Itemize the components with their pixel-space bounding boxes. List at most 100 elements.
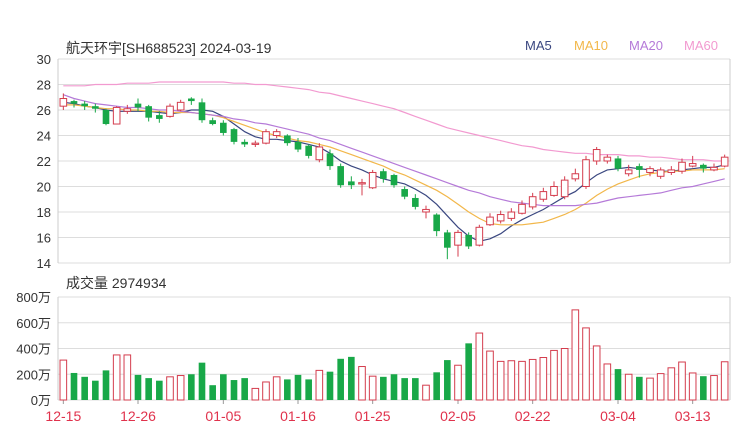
candle-body-up (646, 168, 654, 173)
volume-bar-down (294, 374, 302, 400)
volume-bar-down (348, 356, 355, 400)
candle-body-down (401, 189, 408, 197)
candle-body-up (560, 179, 569, 198)
price-tick-label: 24 (37, 129, 51, 144)
candle-body-up (475, 226, 484, 246)
candle-body-up (251, 142, 260, 145)
date-label: 01-05 (205, 408, 241, 424)
candle-body-down (220, 122, 227, 133)
volume-bar-up (603, 363, 612, 401)
candle-body-up (315, 146, 324, 161)
volume-bar-up (582, 327, 590, 401)
candle-body-down (444, 232, 451, 248)
volume-value: 2974934 (111, 275, 167, 291)
candle-body-down (209, 120, 216, 125)
candle-body-up (710, 166, 718, 171)
candle-body-down (284, 135, 291, 144)
price-tick-label: 16 (37, 231, 51, 246)
volume-bar-up (123, 354, 132, 401)
candle-body-up (667, 169, 676, 173)
price-tick-label: 14 (37, 256, 51, 271)
candle-body-down (337, 166, 344, 186)
volume-bar-down (412, 378, 419, 400)
date-label: 01-25 (355, 408, 391, 424)
volume-bar-up (720, 361, 729, 401)
volume-bar-up (176, 375, 185, 401)
candle-body-down (134, 103, 142, 108)
volume-bar-up (678, 361, 686, 401)
volume-bar-up (507, 360, 516, 401)
price-tick-label: 30 (37, 52, 51, 67)
volume-bar-up (166, 376, 174, 401)
volume-bar-down (337, 358, 344, 400)
volume-bar-down (700, 376, 707, 400)
volume-tick-label: 200万 (16, 367, 51, 382)
date-label: 03-04 (600, 408, 636, 424)
volume-bar-up (688, 372, 697, 401)
volume-bar-up (646, 377, 654, 401)
price-tick-label: 18 (37, 205, 51, 220)
volume-bar-down (134, 374, 142, 400)
volume-label: 成交量 (66, 275, 108, 291)
volume-bar-down (390, 374, 398, 400)
candle-body-up (368, 171, 377, 189)
candle-body-up (166, 105, 174, 117)
chart-date: 2024-03-19 (199, 40, 272, 56)
candle-body-up (262, 131, 270, 144)
ma-line-ma60 (63, 81, 725, 162)
volume-tick-label: 400万 (16, 342, 51, 357)
volume-bar-down (401, 378, 408, 400)
volume-bar-down (284, 379, 291, 400)
ma-line-ma10 (63, 104, 725, 226)
candle-body-up (176, 101, 185, 111)
price-tick-label: 20 (37, 180, 51, 195)
candle-body-up (496, 214, 505, 222)
volume-title: 成交量 2974934 (66, 273, 166, 293)
volume-bar-up (592, 345, 601, 401)
candle-body-down (156, 115, 163, 119)
candle-body-down (145, 106, 152, 118)
volume-bar-down (465, 343, 472, 400)
candle-body-down (198, 102, 206, 121)
candle-body-up (550, 186, 558, 196)
legend-ma20-label: MA20 (629, 38, 663, 53)
legend-ma60-label: MA60 (684, 38, 718, 53)
volume-bar-up (358, 366, 366, 401)
legend-ma60: MA60 (684, 38, 718, 53)
candle-body-up (358, 182, 366, 185)
volume-bar-down (198, 362, 206, 400)
volume-tick-label: 0万 (31, 393, 51, 408)
candle-body-down (390, 175, 398, 186)
candle-body-up (422, 208, 430, 213)
candle-body-up (603, 156, 612, 162)
legend-ma20: MA20 (629, 38, 663, 53)
candle-body-up (582, 159, 590, 188)
volume-bar-down (188, 374, 195, 400)
volume-bar-down (636, 376, 643, 400)
candle-body-up (272, 131, 281, 137)
candle-body-down (348, 181, 355, 186)
volume-bar-down (102, 370, 110, 400)
volume-bar-up (272, 376, 281, 401)
candle-body-down (70, 101, 78, 104)
candle-body-down (433, 214, 440, 232)
candle-body-up (720, 156, 729, 167)
volume-bar-up (486, 350, 494, 401)
candle-body-down (465, 234, 472, 247)
volume-bar-up (550, 349, 558, 401)
candle-body-up (688, 163, 697, 167)
candle-body-down (241, 141, 248, 145)
candle-body-up (518, 203, 526, 214)
date-label: 12-26 (120, 408, 156, 424)
volume-bar-up (624, 373, 633, 401)
price-tick-label: 28 (37, 78, 51, 93)
candle-body-down (305, 145, 312, 156)
volume-bar-up (560, 348, 569, 401)
volume-bar-down (81, 376, 88, 400)
date-label: 02-05 (440, 408, 476, 424)
candle-body-up (486, 216, 494, 226)
volume-bar-up (656, 373, 665, 401)
candle-body-down (614, 158, 622, 169)
volume-bar-up (368, 375, 377, 401)
